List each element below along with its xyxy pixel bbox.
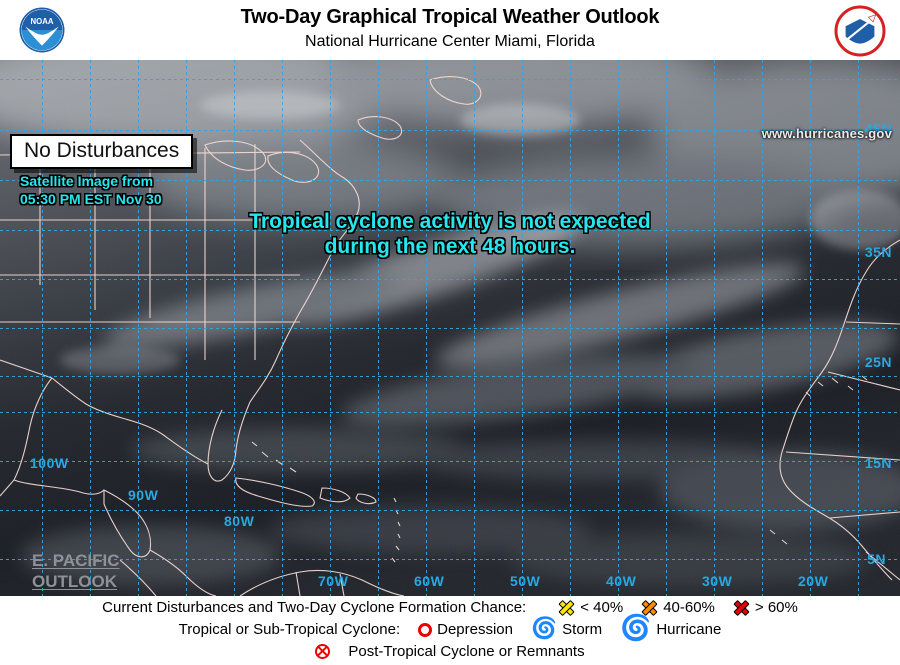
satellite-map[interactable]: 45N 35N 25N 15N 5N 100W 90W 80W 70W 60W … — [0, 60, 900, 596]
lon-label-60w: 60W — [414, 573, 445, 589]
storm-swirl-icon: 🌀 — [531, 617, 558, 640]
lat-label-15n: 15N — [864, 455, 892, 471]
legend-hurricane-label: Hurricane — [656, 621, 722, 638]
depression-circle-icon — [418, 622, 433, 637]
outlook-message: Tropical cyclone activity is not expecte… — [0, 210, 900, 260]
page-title: Two-Day Graphical Tropical Weather Outlo… — [240, 6, 660, 28]
legend-chance-high-label: > 60% — [754, 599, 798, 616]
lon-label-80w: 80W — [224, 513, 255, 529]
legend-item-chance-high: > 60% — [733, 599, 798, 616]
page-subtitle: National Hurricane Center Miami, Florida — [305, 33, 595, 50]
status-badge-label: No Disturbances — [24, 139, 180, 162]
outlook-message-line2: during the next 48 hours. — [324, 234, 576, 258]
legend-item-depression: Depression — [418, 621, 513, 638]
x-mark-red-icon — [733, 599, 750, 616]
lat-label-25n: 25N — [864, 354, 892, 370]
hurricane-swirl-icon: 🌀 — [620, 614, 652, 642]
legend-chance-low-label: < 40% — [580, 599, 624, 616]
satellite-timestamp-line1: Satellite Image from — [20, 173, 154, 189]
legend-item-hurricane: 🌀 Hurricane — [620, 614, 722, 642]
lon-label-50w: 50W — [510, 573, 541, 589]
svg-text:NOAA: NOAA — [31, 17, 54, 26]
legend-formation-chance-label: Current Disturbances and Two-Day Cyclone… — [102, 599, 527, 616]
epacific-outlook-link-line2: OUTLOOK — [32, 572, 117, 592]
legend-depression-label: Depression — [437, 621, 513, 638]
status-badge: No Disturbances — [10, 134, 194, 170]
legend-cyclone-type-label: Tropical or Sub-Tropical Cyclone: — [178, 621, 401, 638]
lon-label-100w: 100W — [30, 455, 69, 471]
lat-label-5n: 5N — [867, 551, 886, 567]
satellite-timestamp-line2: 05:30 PM EST Nov 30 — [20, 190, 162, 207]
lat-label-45n: 45N — [864, 121, 892, 137]
lat-label-35n: 35N — [864, 244, 892, 260]
lon-label-90w: 90W — [128, 487, 159, 503]
epacific-outlook-link-line1: E. PACIFIC — [32, 551, 120, 570]
outlook-message-line1: Tropical cyclone activity is not expecte… — [249, 210, 651, 233]
legend-item-chance-low: < 40% — [558, 599, 623, 616]
site-url-label: www.hurricanes.gov — [761, 126, 892, 141]
noaa-logo: NOAA — [19, 7, 65, 53]
legend-row-cyclone-types: Tropical or Sub-Tropical Cyclone: Depres… — [0, 614, 900, 642]
satellite-timestamp: Satellite Image from 05:30 PM EST Nov 30 — [20, 173, 162, 208]
legend-post-tropical-label: Post-Tropical Cyclone or Remnants — [348, 642, 585, 660]
legend-row-formation-chance: Current Disturbances and Two-Day Cyclone… — [0, 596, 900, 619]
legend-chance-medium-label: 40-60% — [663, 599, 715, 616]
nws-logo — [834, 5, 886, 57]
x-mark-yellow-icon — [558, 599, 575, 616]
lon-label-40w: 40W — [606, 573, 637, 589]
epacific-outlook-link[interactable]: E. PACIFIC OUTLOOK — [32, 550, 120, 593]
lon-label-20w: 20W — [798, 573, 829, 589]
map-legend: Current Disturbances and Two-Day Cyclone… — [0, 596, 900, 665]
legend-storm-label: Storm — [562, 621, 603, 638]
legend-item-chance-medium: 40-60% — [641, 599, 715, 616]
post-tropical-icon — [315, 643, 331, 659]
page-header: NOAA Two-Day Graphical Tropical Weather … — [0, 0, 900, 60]
legend-item-storm: 🌀 Storm — [531, 617, 603, 640]
lon-label-70w: 70W — [318, 573, 349, 589]
lon-label-30w: 30W — [702, 573, 733, 589]
legend-row-post-tropical: Post-Tropical Cyclone or Remnants — [0, 639, 900, 663]
